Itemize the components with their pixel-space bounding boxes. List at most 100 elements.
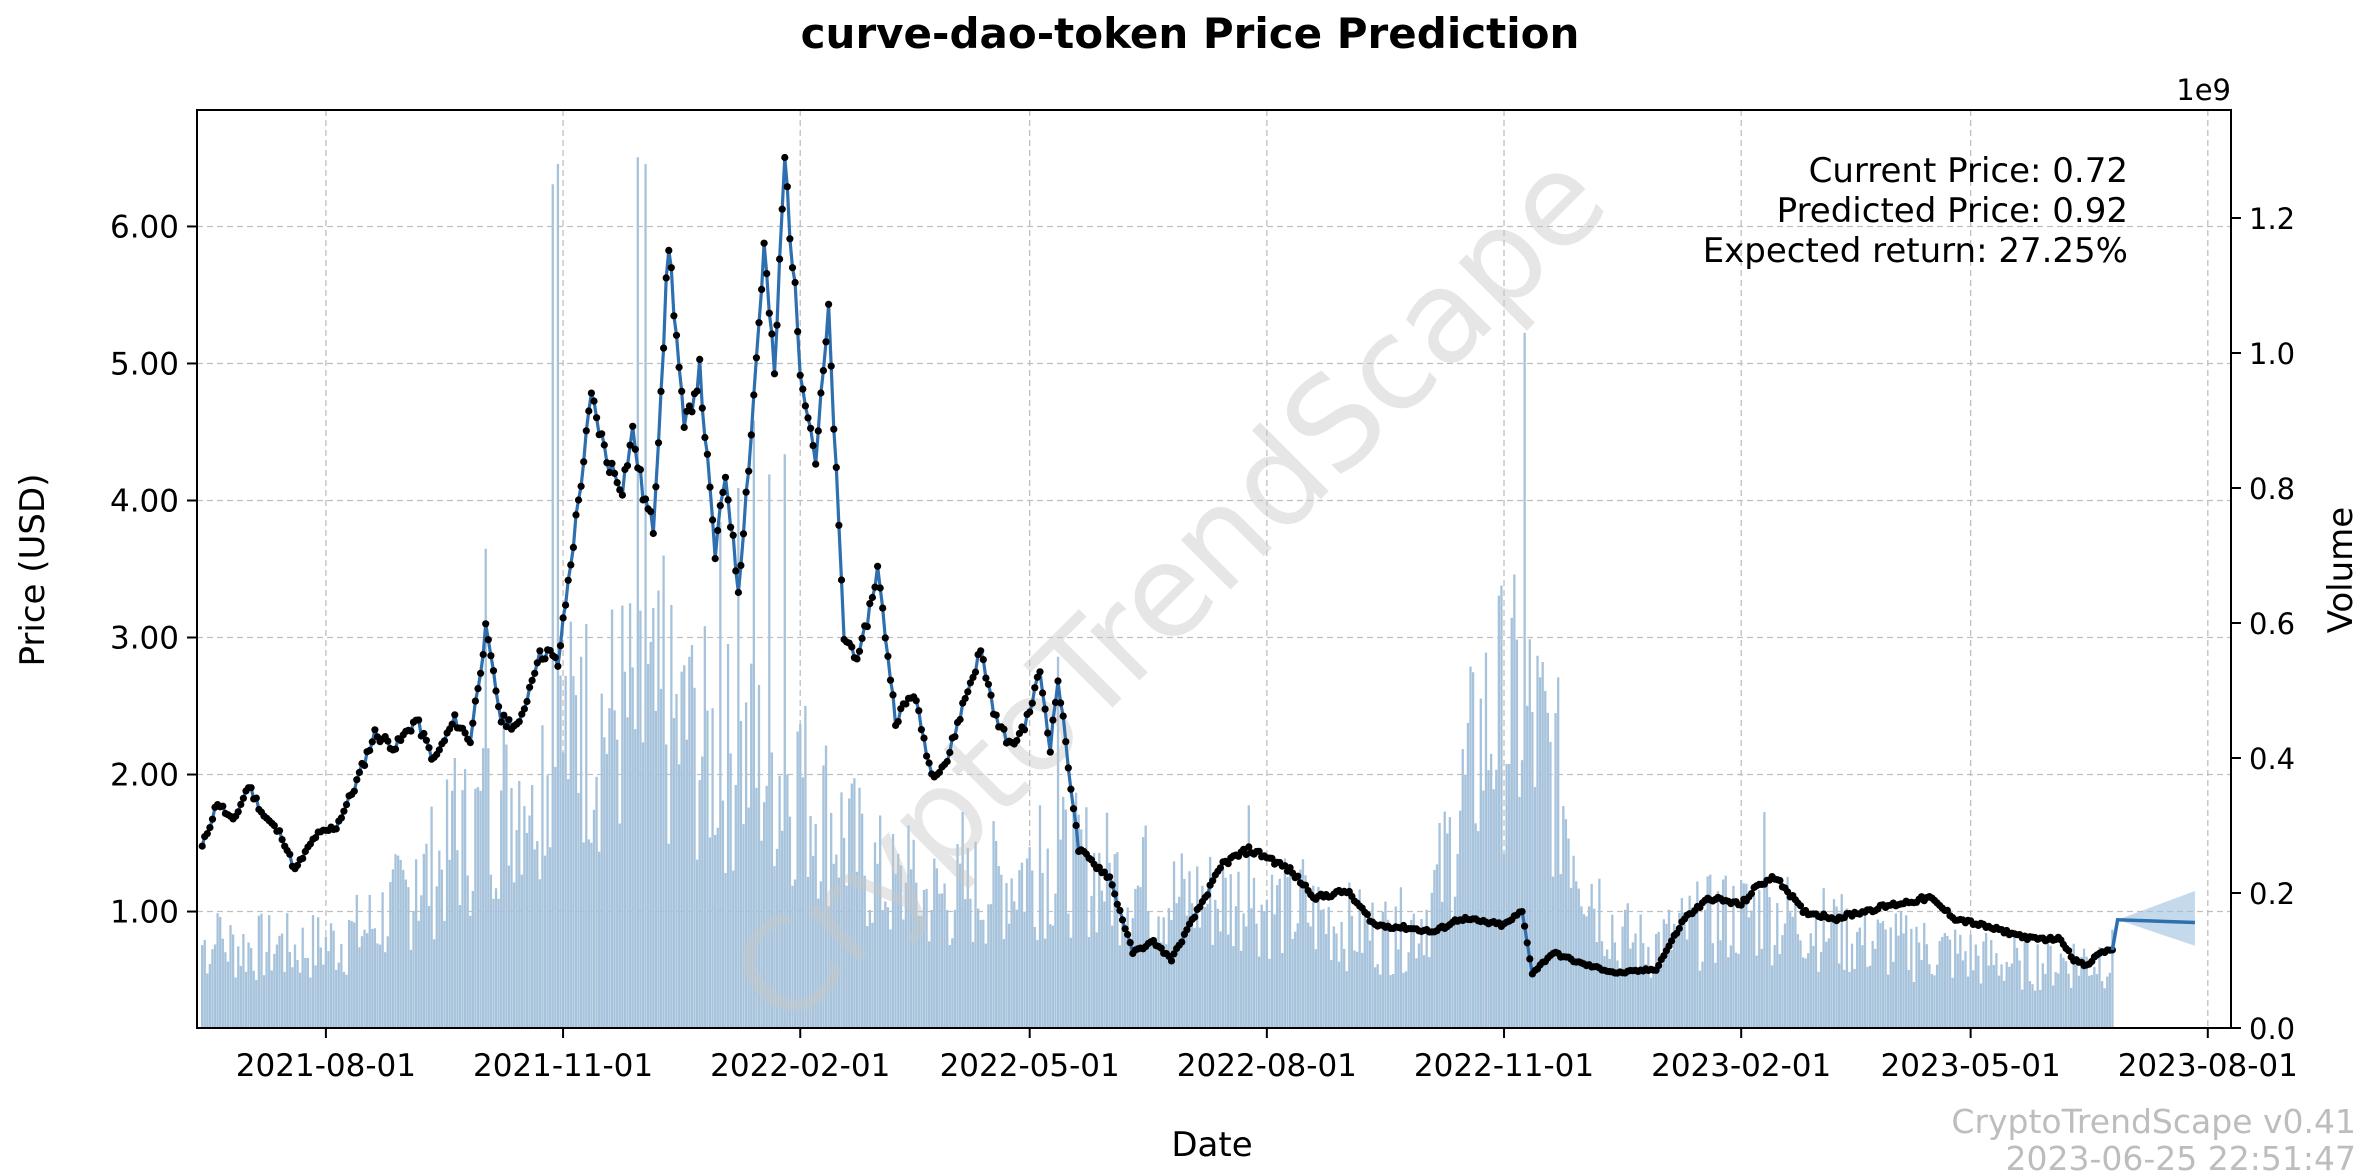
volume-bar xyxy=(881,910,884,1028)
volume-bar xyxy=(631,667,634,1028)
volume-bar xyxy=(1977,955,1980,1028)
price-point xyxy=(1224,860,1232,868)
current-price-label: Current Price: 0.72 xyxy=(1809,151,2128,191)
volume-bar xyxy=(755,787,758,1028)
price-point xyxy=(758,285,766,293)
volume-bar xyxy=(1804,958,1807,1028)
volume-bar xyxy=(680,671,683,1028)
price-point xyxy=(451,711,459,719)
volume-bar xyxy=(463,769,467,1028)
volume-bar xyxy=(574,695,578,1028)
price-point xyxy=(881,634,889,642)
volume-bar xyxy=(1188,871,1191,1028)
price-point xyxy=(461,729,469,737)
volume-bar xyxy=(1201,885,1204,1028)
volume-bar xyxy=(507,865,511,1028)
volume-bar xyxy=(1520,760,1524,1028)
volume-bars xyxy=(200,157,2114,1028)
volume-bar xyxy=(1737,953,1740,1028)
prediction-line xyxy=(2110,917,2195,951)
price-point xyxy=(626,441,634,449)
volume-bar xyxy=(1031,870,1034,1028)
volume-bar xyxy=(1621,926,1624,1028)
volume-bar xyxy=(1304,875,1307,1028)
volume-bar xyxy=(255,980,258,1028)
volume-bar xyxy=(897,853,900,1028)
volume-bar xyxy=(2018,960,2021,1028)
price-point xyxy=(420,729,428,738)
volume-bar xyxy=(1660,966,1663,1028)
price-point xyxy=(435,746,443,754)
volume-bar xyxy=(427,906,431,1028)
volume-bar xyxy=(1899,911,1903,1028)
volume-bar xyxy=(920,915,923,1028)
volume-bar xyxy=(1770,965,1774,1028)
price-point xyxy=(760,239,768,247)
volume-bar xyxy=(402,869,405,1028)
volume-bar xyxy=(1714,962,1717,1028)
y2-tick-label: 0.2 xyxy=(2249,877,2295,911)
volume-bar xyxy=(1484,652,1488,1028)
volume-bar xyxy=(288,951,291,1028)
price-point xyxy=(219,802,227,810)
price-point xyxy=(569,543,578,552)
price-point xyxy=(368,738,376,746)
volume-bar xyxy=(363,929,366,1028)
price-point xyxy=(964,688,972,696)
volume-bar xyxy=(1799,940,1802,1028)
volume-bar xyxy=(1392,973,1395,1028)
volume-bar xyxy=(268,915,271,1028)
volume-bar xyxy=(275,944,279,1028)
volume-bar xyxy=(368,894,371,1028)
volume-bar xyxy=(652,608,655,1028)
price-point xyxy=(1062,738,1070,746)
volume-bar xyxy=(770,752,774,1028)
volume-bar xyxy=(572,676,575,1028)
volume-bar xyxy=(871,922,874,1028)
volume-bar xyxy=(458,905,462,1028)
price-point xyxy=(696,355,704,363)
volume-bar xyxy=(595,776,598,1028)
price-point xyxy=(770,370,779,378)
volume-bar xyxy=(799,724,802,1028)
volume-bar xyxy=(296,960,299,1028)
volume-bar xyxy=(2093,967,2096,1028)
volume-bar xyxy=(1794,893,1797,1028)
volume-bar xyxy=(646,664,650,1028)
volume-bar xyxy=(891,834,895,1028)
volume-bar xyxy=(1283,858,1287,1028)
volume-bar xyxy=(605,753,609,1028)
volume-bar xyxy=(695,859,699,1028)
volume-bar xyxy=(1856,931,1859,1028)
volume-bar xyxy=(1412,913,1415,1028)
price-point xyxy=(286,850,294,858)
volume-bar xyxy=(543,855,547,1028)
price-point xyxy=(729,531,737,539)
volume-bar xyxy=(915,882,918,1028)
volume-bar xyxy=(1933,975,1936,1028)
price-point xyxy=(987,691,995,699)
volume-bar xyxy=(342,971,346,1028)
volume-bar xyxy=(394,854,397,1028)
volume-bar xyxy=(1214,899,1217,1028)
volume-bar xyxy=(1752,895,1756,1028)
volume-bar xyxy=(433,939,436,1028)
volume-bar xyxy=(1827,938,1831,1028)
volume-bar xyxy=(953,909,957,1028)
volume-bar xyxy=(739,720,743,1028)
volume-bar xyxy=(340,943,343,1028)
volume-bar xyxy=(262,975,266,1028)
volume-bar xyxy=(479,790,482,1028)
price-point xyxy=(773,321,781,329)
volume-bar xyxy=(817,898,820,1028)
volume-bar xyxy=(1657,931,1660,1028)
volume-bar xyxy=(1889,927,1892,1028)
volume-bar xyxy=(1510,617,1513,1028)
volume-bar xyxy=(1064,809,1067,1028)
volume-bar xyxy=(603,737,606,1028)
volume-bar xyxy=(2031,984,2034,1028)
y2-tick-label: 0.0 xyxy=(2249,1012,2295,1046)
volume-bar xyxy=(982,919,985,1028)
volume-bar xyxy=(291,967,294,1028)
price-point xyxy=(1301,881,1310,889)
